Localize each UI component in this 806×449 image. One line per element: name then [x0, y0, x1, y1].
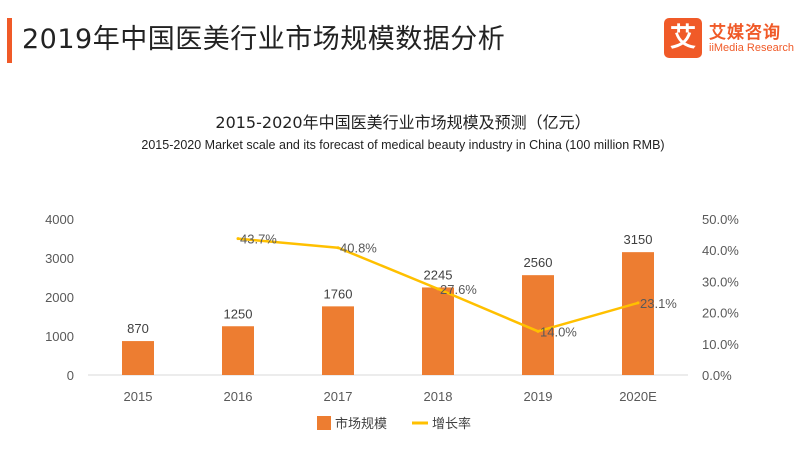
legend-bar-swatch: [317, 416, 331, 430]
growth-rate-point: [536, 329, 540, 333]
bar-value-label: 1760: [324, 286, 353, 301]
bar: [422, 287, 454, 375]
x-tick-label: 2016: [224, 389, 253, 404]
y-right-tick-label: 40.0%: [702, 243, 739, 258]
x-tick-label: 2017: [324, 389, 353, 404]
iimedia-logo: 艾 艾媒咨询 iiMedia Research: [664, 18, 804, 64]
y-right-tick-label: 50.0%: [702, 212, 739, 227]
x-tick-label: 2015: [124, 389, 153, 404]
chart-subtitle: 2015-2020 Market scale and its forecast …: [141, 138, 665, 152]
chart-title: 2015-2020年中国医美行业市场规模及预测（亿元）: [215, 113, 591, 132]
bar-value-label: 2245: [424, 267, 453, 282]
bar-value-label: 2560: [524, 255, 553, 270]
growth-rate-label: 23.1%: [640, 296, 677, 311]
y-right-tick-label: 0.0%: [702, 368, 732, 383]
x-tick-label: 2019: [524, 389, 553, 404]
bar: [622, 252, 654, 375]
y-right-tick-label: 20.0%: [702, 306, 739, 321]
logo-mark: 艾: [664, 18, 702, 58]
growth-rate-label: 14.0%: [540, 324, 577, 339]
bar: [122, 341, 154, 375]
y-right-tick-label: 30.0%: [702, 274, 739, 289]
growth-rate-label: 40.8%: [340, 241, 377, 256]
growth-rate-label: 43.7%: [240, 232, 277, 247]
growth-rate-label: 27.6%: [440, 282, 477, 297]
growth-rate-point: [436, 287, 440, 291]
bar: [222, 326, 254, 375]
bar-value-label: 3150: [624, 232, 653, 247]
legend-bar-label: 市场规模: [335, 416, 387, 431]
y-right-tick-label: 10.0%: [702, 337, 739, 352]
y-left-tick-label: 2000: [45, 290, 74, 305]
bar-value-label: 870: [127, 321, 149, 336]
y-left-tick-label: 0: [67, 368, 74, 383]
y-left-tick-label: 3000: [45, 251, 74, 266]
bar-value-label: 1250: [224, 306, 253, 321]
x-tick-label: 2018: [424, 389, 453, 404]
growth-rate-point: [336, 246, 340, 250]
title-accent-bar: [7, 18, 12, 63]
logo-name-cn: 艾媒咨询: [709, 23, 781, 43]
bar: [522, 275, 554, 375]
legend-line-label: 增长率: [432, 416, 471, 431]
x-tick-label: 2020E: [619, 389, 657, 404]
y-left-tick-label: 1000: [45, 329, 74, 344]
y-left-tick-label: 4000: [45, 212, 74, 227]
growth-rate-point: [236, 237, 240, 241]
logo-name-en: iiMedia Research: [709, 42, 794, 54]
growth-rate-point: [636, 301, 640, 305]
bar: [322, 306, 354, 375]
page-title: 2019年中国医美行业市场规模数据分析: [22, 24, 506, 55]
